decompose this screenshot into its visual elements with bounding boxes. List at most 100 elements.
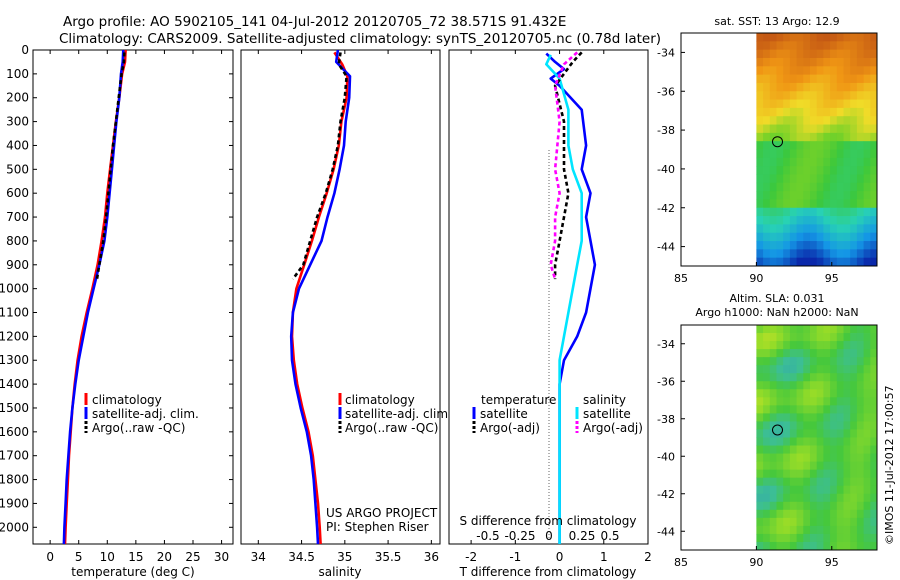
heatmap-cell	[830, 325, 838, 334]
heatmap-cell	[789, 341, 797, 350]
heatmap-cell	[843, 232, 851, 242]
heatmap-cell	[796, 41, 804, 51]
heatmap-cell	[823, 333, 831, 342]
heatmap-cell	[870, 325, 878, 334]
heatmap-cell	[823, 429, 831, 438]
heatmap-cell	[816, 525, 824, 535]
heatmap-cell	[823, 74, 831, 84]
heatmap-cell	[850, 82, 858, 92]
heatmap-cell	[776, 525, 784, 535]
heatmap-cell	[863, 373, 871, 382]
heatmap-cell	[843, 74, 851, 84]
heatmap-cell	[843, 405, 851, 414]
heatmap-cell	[769, 41, 777, 51]
heatmap-cell	[756, 509, 764, 519]
heatmap-cell	[870, 525, 878, 535]
heatmap-cell	[756, 445, 764, 454]
heatmap-cell	[870, 232, 878, 242]
heatmap-cell	[843, 33, 851, 42]
heatmap-cell	[809, 389, 818, 398]
heatmap-cell	[830, 373, 838, 382]
heatmap-cell	[850, 224, 858, 234]
heatmap-cell	[863, 107, 871, 117]
heatmap-cell	[796, 124, 804, 134]
heatmap-cell	[856, 241, 864, 250]
heatmap-cell	[803, 99, 811, 109]
heatmap-cell	[769, 381, 777, 390]
heatmap-cell	[769, 509, 777, 519]
heatmap-cell	[776, 469, 784, 479]
heatmap-cell	[850, 157, 858, 167]
heatmap-cell	[809, 541, 818, 551]
heatmap-cell	[756, 132, 764, 142]
argo-location-marker	[772, 136, 783, 148]
heatmap-cell	[843, 445, 851, 454]
heatmap-cell	[843, 341, 851, 350]
heatmap-cell	[756, 485, 764, 495]
heatmap-cell	[789, 191, 797, 200]
depth-tick-label: 1300	[0, 353, 29, 367]
heatmap-cell	[756, 57, 764, 67]
heatmap-cell	[763, 453, 771, 463]
heatmap-cell	[830, 216, 838, 225]
heatmap-cell	[776, 533, 784, 543]
heatmap-cell	[856, 333, 864, 342]
heatmap-cell	[836, 541, 844, 551]
heatmap-cell	[809, 33, 818, 42]
heatmap-cell	[816, 381, 824, 390]
heatmap-cell	[850, 49, 858, 59]
heatmap-cell	[836, 357, 844, 366]
heatmap-cell	[830, 157, 838, 167]
heatmap-cell	[816, 141, 824, 150]
heatmap-cell	[830, 74, 838, 84]
heatmap-cell	[783, 257, 791, 267]
difference-legend: temperature satellite Argo(-adj) salinit…	[472, 393, 643, 435]
heatmap-cell	[809, 174, 818, 184]
heatmap-cell	[830, 57, 838, 67]
heatmap-cell	[850, 365, 858, 374]
heatmap-cell	[843, 517, 851, 527]
heatmap-cell	[850, 389, 858, 398]
heatmap-cell	[769, 199, 777, 209]
heatmap-cell	[856, 357, 864, 366]
heatmap-cell	[870, 365, 878, 374]
difference-xlabel: T difference from climatology	[459, 565, 637, 579]
heatmap-cell	[863, 517, 871, 527]
heatmap-cell	[809, 141, 818, 150]
heatmap-cell	[796, 453, 804, 463]
heatmap-cell	[809, 429, 818, 438]
heatmap-cell	[783, 349, 791, 358]
heatmap-cell	[830, 191, 838, 200]
legend-salinity-heading: salinity	[583, 393, 626, 407]
heatmap-cell	[783, 91, 791, 100]
heatmap-cell	[843, 413, 851, 422]
sla-map-title: Altim. SLA: 0.031	[729, 292, 824, 305]
heatmap-cell	[783, 325, 791, 334]
heatmap-cell	[830, 493, 838, 503]
heatmap-cell	[783, 461, 791, 471]
heatmap-cell	[796, 541, 804, 551]
heatmap-cell	[796, 477, 804, 487]
heatmap-cell	[856, 124, 864, 134]
heatmap-cell	[763, 485, 771, 495]
heatmap-cell	[783, 207, 791, 217]
heatmap-cell	[856, 182, 864, 192]
sst-map-title: sat. SST: 13 Argo: 12.9	[714, 15, 839, 28]
heatmap-cell	[823, 49, 831, 59]
heatmap-cell	[763, 99, 771, 109]
heatmap-cell	[809, 41, 818, 51]
heatmap-cell	[856, 232, 864, 242]
heatmap-cell	[756, 325, 764, 334]
x-tick-label: -2	[465, 550, 477, 564]
heatmap-cell	[776, 397, 784, 406]
heatmap-cell	[836, 182, 844, 192]
heatmap-cell	[823, 461, 831, 471]
heatmap-cell	[796, 485, 804, 495]
heatmap-cell	[823, 341, 831, 350]
heatmap-cell	[769, 461, 777, 471]
heatmap-cell	[809, 469, 818, 479]
heatmap-cell	[769, 216, 777, 225]
heatmap-cell	[776, 157, 784, 167]
heatmap-cell	[796, 325, 804, 334]
heatmap-cell	[823, 241, 831, 250]
